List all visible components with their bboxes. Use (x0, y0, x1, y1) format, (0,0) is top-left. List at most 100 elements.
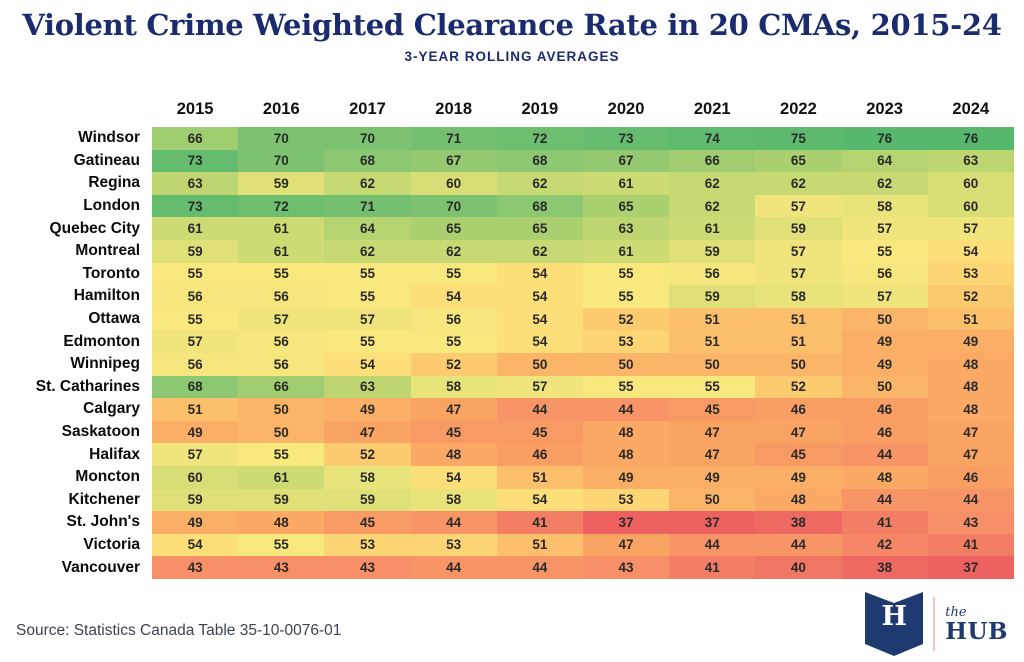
row-label: Ottawa (88, 310, 140, 328)
column-header-2020: 2020 (607, 100, 645, 118)
column-header-2023: 2023 (866, 100, 903, 118)
heatmap-cell: 54 (496, 307, 583, 331)
heatmap-cell: 55 (238, 262, 325, 286)
row-label: St. John's (66, 513, 140, 531)
row-label: Winnipeg (70, 355, 140, 373)
heatmap-cell: 42 (841, 533, 928, 557)
heatmap-cell: 44 (841, 488, 928, 512)
column-header-2022: 2022 (780, 100, 817, 118)
heatmap-cell: 61 (238, 217, 325, 240)
heatmap-cell: 68 (496, 149, 583, 173)
heatmap-cell: 47 (927, 443, 1014, 466)
heatmap-cell: 65 (582, 194, 670, 218)
heatmap-cell: 63 (582, 217, 670, 240)
heatmap-cell: 37 (669, 511, 756, 534)
heatmap-cell: 59 (152, 488, 239, 512)
heatmap-cell: 46 (496, 443, 583, 466)
row-label: Quebec City (49, 219, 140, 237)
heatmap-cell: 58 (410, 375, 497, 399)
heatmap-cell: 62 (496, 239, 583, 263)
heatmap-cell: 55 (324, 330, 411, 353)
heatmap-cell: 62 (755, 172, 842, 195)
heatmap-cell: 68 (496, 194, 583, 218)
heatmap-cell: 56 (410, 307, 497, 331)
heatmap-cell: 53 (927, 262, 1014, 286)
heatmap-cell: 56 (841, 262, 928, 286)
heatmap-cell: 59 (238, 172, 325, 195)
heatmap-cell: 44 (669, 533, 756, 557)
heatmap-cell: 48 (841, 465, 928, 489)
heatmap-cell: 73 (152, 194, 239, 218)
heatmap-cell: 55 (238, 533, 325, 557)
heatmap-cell: 55 (324, 285, 411, 308)
heatmap-cell: 45 (410, 420, 497, 444)
heatmap-cell: 63 (927, 149, 1014, 173)
heatmap-cell: 55 (152, 262, 239, 286)
logo-letter-h: H (881, 601, 908, 632)
heatmap-cell: 37 (582, 511, 670, 534)
heatmap-cell: 49 (927, 330, 1014, 353)
heatmap-cell: 62 (410, 239, 497, 263)
heatmap-cell: 57 (927, 217, 1014, 240)
heatmap-cell: 54 (152, 533, 239, 557)
heatmap-cell: 70 (410, 194, 497, 218)
heatmap-cell: 44 (582, 398, 670, 421)
heatmap-cell: 52 (324, 443, 411, 466)
heatmap-cell: 54 (927, 239, 1014, 263)
heatmap-cell: 45 (324, 511, 411, 534)
heatmap-cell: 61 (152, 217, 239, 240)
heatmap-cell: 68 (152, 375, 239, 399)
heatmap-cell: 75 (755, 127, 842, 150)
heatmap-cell: 52 (582, 307, 670, 331)
heatmap-cell: 58 (410, 488, 497, 512)
heatmap-cell: 51 (152, 398, 239, 421)
heatmap-cell: 47 (755, 420, 842, 444)
logo-divider (933, 597, 936, 651)
heatmap-cell: 45 (755, 443, 842, 466)
heatmap-cell: 57 (841, 285, 928, 308)
heatmap-cell: 48 (582, 420, 670, 444)
heatmap-cell: 46 (841, 420, 928, 444)
heatmap-cell: 61 (582, 239, 670, 263)
heatmap-cell: 46 (927, 465, 1014, 489)
heatmap-cell: 56 (152, 352, 239, 376)
heatmap-cell: 57 (152, 443, 239, 466)
heatmap-cell: 55 (841, 239, 928, 263)
heatmap-cell: 56 (152, 285, 239, 308)
heatmap-cell: 48 (755, 488, 842, 512)
heatmap-cell: 56 (669, 262, 756, 286)
heatmap-cell: 59 (755, 217, 842, 240)
heatmap-cell: 55 (582, 285, 670, 308)
heatmap-cell: 51 (496, 465, 583, 489)
column-header-2024: 2024 (952, 100, 990, 118)
heatmap-cell: 62 (841, 172, 928, 195)
heatmap-cell: 49 (582, 465, 670, 489)
heatmap-cell: 59 (669, 239, 756, 263)
heatmap-cell: 44 (927, 488, 1014, 512)
column-header-2018: 2018 (435, 100, 473, 118)
heatmap-cell: 46 (841, 398, 928, 421)
heatmap-cell: 51 (755, 307, 842, 331)
heatmap-cell: 50 (496, 352, 583, 376)
heatmap-cell: 48 (238, 511, 325, 534)
row-label: St. Catharines (35, 377, 140, 395)
row-label: Halifax (89, 445, 140, 463)
heatmap-cell: 63 (152, 172, 239, 195)
heatmap-cell: 47 (669, 443, 756, 466)
column-header-2015: 2015 (176, 100, 214, 118)
heatmap-cell: 61 (238, 239, 325, 263)
heatmap-cell: 76 (841, 127, 928, 150)
heatmap-cell: 62 (324, 239, 411, 263)
heatmap-cell: 55 (410, 330, 497, 353)
heatmap-cell: 55 (152, 307, 239, 331)
heatmap-cell: 54 (496, 330, 583, 353)
row-label: Victoria (83, 535, 140, 553)
heatmap-cell: 41 (927, 533, 1014, 557)
heatmap-cell: 65 (496, 217, 583, 240)
the-hub-logo: H the HUB (865, 592, 1008, 656)
heatmap-cell: 57 (496, 375, 583, 399)
heatmap-cell: 55 (582, 262, 670, 286)
heatmap-cell: 54 (496, 262, 583, 286)
heatmap-cell: 66 (669, 149, 756, 173)
